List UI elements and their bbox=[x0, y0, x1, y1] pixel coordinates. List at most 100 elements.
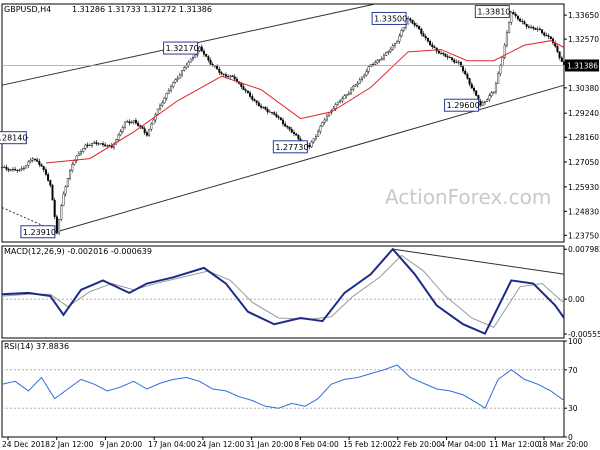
candle-body bbox=[271, 112, 274, 114]
candle-body bbox=[470, 83, 473, 89]
candle-body bbox=[378, 59, 381, 61]
watermark: ActionForex.com bbox=[385, 185, 551, 209]
candle-body bbox=[262, 106, 265, 108]
candle-body bbox=[323, 119, 326, 123]
candle-body bbox=[194, 54, 197, 58]
candle-body bbox=[198, 46, 201, 51]
price-callout-label: 1.23910 bbox=[23, 228, 56, 237]
candle-body bbox=[163, 97, 166, 104]
candle-body bbox=[253, 99, 256, 101]
x-tick-label: 17 Jan 04:00 bbox=[148, 440, 196, 449]
candle-body bbox=[268, 111, 271, 113]
candle-body bbox=[224, 74, 227, 77]
rsi-line bbox=[1, 364, 565, 409]
candle-body bbox=[251, 96, 254, 100]
x-tick-label: 22 Feb 20:00 bbox=[392, 440, 441, 449]
candle-body bbox=[205, 54, 208, 57]
candle-body bbox=[413, 23, 416, 26]
candle-body bbox=[49, 180, 52, 186]
price-callout-label: 1.33500 bbox=[374, 14, 407, 23]
candle-body bbox=[60, 205, 63, 220]
candle-body bbox=[128, 121, 131, 124]
candle-body bbox=[86, 144, 89, 146]
axes: 1.336501.325701.314901.303801.292401.281… bbox=[1, 3, 600, 442]
candle-body bbox=[290, 129, 293, 133]
candle-body bbox=[490, 92, 493, 96]
price-y-tick-label: 1.33650 bbox=[568, 11, 599, 20]
candle-body bbox=[448, 57, 451, 58]
candle-body bbox=[264, 106, 267, 110]
x-tick-label: 31 Jan 20:00 bbox=[246, 440, 294, 449]
candle-body bbox=[117, 134, 120, 140]
candle-body bbox=[297, 135, 300, 140]
candle-body bbox=[156, 108, 159, 115]
candle-body bbox=[400, 30, 403, 37]
candle-body bbox=[429, 41, 432, 45]
candle-body bbox=[88, 145, 91, 147]
candle-body bbox=[137, 122, 140, 126]
candle-body bbox=[227, 76, 230, 78]
candle-body bbox=[380, 58, 383, 61]
candle-body bbox=[347, 92, 350, 95]
candle-body bbox=[560, 57, 563, 62]
macd-line bbox=[1, 247, 565, 335]
candle-body bbox=[479, 100, 482, 106]
candle-body bbox=[407, 18, 410, 25]
price-panel: GBPUSD,H4 1.31286 1.31733 1.31272 1.3138… bbox=[0, 3, 599, 239]
x-tick-label: 24 Jan 12:00 bbox=[197, 440, 245, 449]
macd-signal-line bbox=[1, 254, 565, 328]
candle-body bbox=[145, 132, 148, 136]
rsi-y-tick-label: 100 bbox=[568, 337, 583, 346]
candle-body bbox=[7, 168, 10, 171]
candle-body bbox=[352, 85, 355, 90]
candle-body bbox=[341, 98, 344, 102]
candle-body bbox=[279, 117, 282, 121]
candle-body bbox=[209, 59, 212, 65]
candle-body bbox=[9, 169, 12, 171]
candle-body bbox=[207, 56, 210, 61]
x-tick-label: 15 Feb 12:00 bbox=[343, 440, 392, 449]
candle-body bbox=[93, 142, 96, 144]
lower-channel bbox=[56, 84, 565, 233]
candle-body bbox=[523, 21, 526, 25]
candle-body bbox=[260, 105, 263, 108]
current-price-label: 1.31386 bbox=[567, 61, 598, 70]
candle-body bbox=[310, 141, 313, 148]
candle-body bbox=[44, 169, 47, 175]
candle-body bbox=[71, 164, 74, 171]
candle-body bbox=[200, 46, 203, 52]
candle-body bbox=[191, 57, 194, 60]
candle-body bbox=[328, 112, 331, 117]
candle-body bbox=[159, 105, 162, 110]
candle-body bbox=[503, 44, 506, 58]
candle-body bbox=[541, 29, 544, 34]
rsi-y-tick-label: 0 bbox=[568, 433, 573, 442]
price-y-tick-label: 1.23750 bbox=[568, 231, 599, 240]
candle-body bbox=[457, 61, 460, 63]
x-tick-label: 2 Jan 12:00 bbox=[51, 440, 94, 449]
macd-title: MACD(12,26,9) -0.002016 -0.000639 bbox=[4, 247, 152, 256]
candle-body bbox=[69, 170, 72, 179]
candle-body bbox=[99, 143, 102, 145]
candle-body bbox=[497, 73, 500, 84]
candle-body bbox=[25, 165, 28, 169]
candle-body bbox=[91, 143, 94, 146]
moving-average-line bbox=[45, 40, 565, 164]
candle-body bbox=[426, 37, 429, 42]
candle-body bbox=[16, 170, 19, 172]
candle-body bbox=[233, 76, 236, 80]
candle-body bbox=[424, 36, 427, 39]
candle-body bbox=[27, 161, 30, 166]
candle-body bbox=[202, 50, 205, 55]
candle-body bbox=[350, 89, 353, 94]
candle-body bbox=[358, 79, 361, 84]
current-price-box bbox=[565, 59, 599, 72]
candle-body bbox=[442, 52, 445, 55]
candle-body bbox=[277, 116, 280, 118]
candle-body bbox=[486, 99, 489, 102]
candle-body bbox=[121, 127, 124, 132]
candle-body bbox=[295, 133, 298, 136]
candle-body bbox=[189, 58, 192, 63]
candle-body bbox=[466, 73, 469, 79]
